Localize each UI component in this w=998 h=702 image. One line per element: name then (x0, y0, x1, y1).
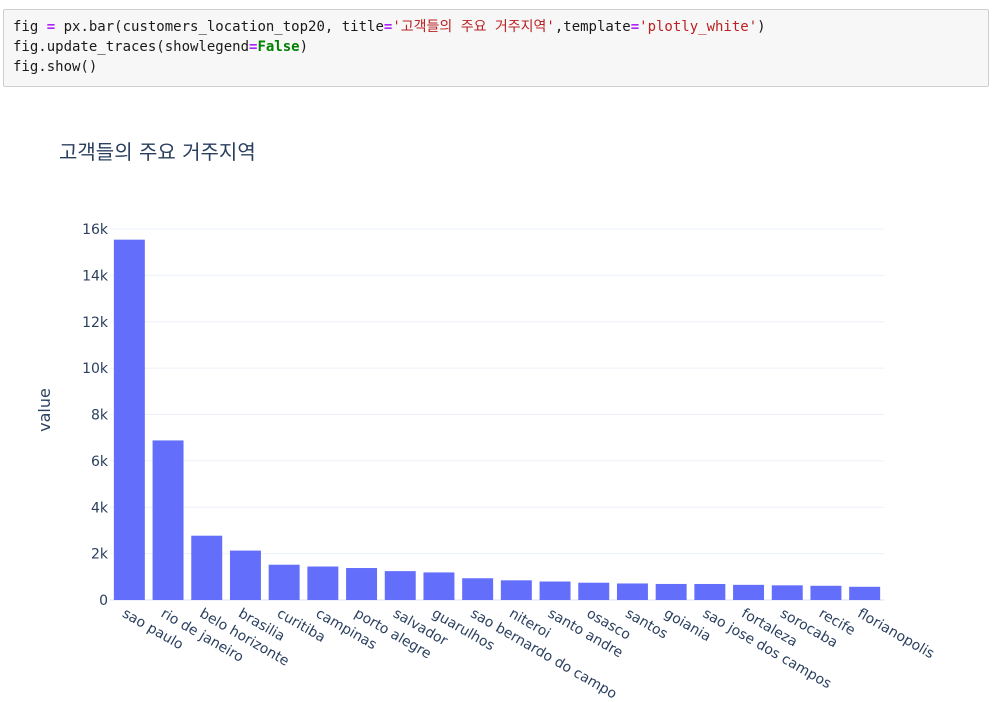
bar[interactable] (771, 585, 803, 600)
bar[interactable] (578, 582, 610, 600)
bar[interactable] (539, 581, 571, 600)
bar[interactable] (152, 440, 184, 600)
bar[interactable] (346, 568, 378, 600)
bar[interactable] (268, 564, 300, 600)
bar[interactable] (655, 583, 687, 600)
y-tick-label: 8k (91, 408, 109, 424)
bar[interactable] (733, 584, 765, 600)
bar[interactable] (113, 239, 145, 600)
y-tick-label: 6k (91, 454, 109, 470)
x-tick-label: santos (622, 606, 670, 643)
bar[interactable] (384, 571, 416, 600)
bar[interactable] (616, 583, 648, 600)
bar[interactable] (423, 572, 455, 600)
y-tick-label: 2k (91, 547, 109, 563)
code-line-3: fig.show() (13, 59, 98, 75)
y-tick-labels: 0 2k 4k 6k 8k 10k 12k 14k 16k (82, 222, 109, 609)
y-tick-label: 0 (99, 593, 108, 609)
y-tick-label: 4k (91, 500, 109, 516)
bar[interactable] (462, 578, 494, 600)
code-cell[interactable]: fig = px.bar(customers_location_top20, t… (3, 9, 989, 87)
bar[interactable] (307, 566, 339, 600)
bar[interactable] (191, 535, 223, 600)
code-line-1: fig = px.bar(customers_location_top20, t… (13, 19, 766, 35)
x-tick-label: florianopolis (855, 606, 937, 663)
bar[interactable] (849, 586, 881, 600)
chart-title: 고객들의 주요 거주지역 (59, 140, 256, 164)
y-tick-label: 10k (82, 361, 109, 377)
code-line-2: fig.update_traces(showlegend=False) (13, 39, 309, 55)
bar[interactable] (229, 550, 261, 600)
bar[interactable] (810, 585, 842, 600)
y-axis-title: value (35, 388, 54, 432)
bar[interactable] (500, 580, 532, 600)
y-tick-label: 14k (82, 268, 109, 284)
y-tick-label: 16k (82, 222, 109, 238)
gridlines (110, 228, 884, 601)
y-tick-label: 12k (82, 315, 109, 331)
bars (113, 239, 881, 600)
bar[interactable] (694, 583, 726, 600)
